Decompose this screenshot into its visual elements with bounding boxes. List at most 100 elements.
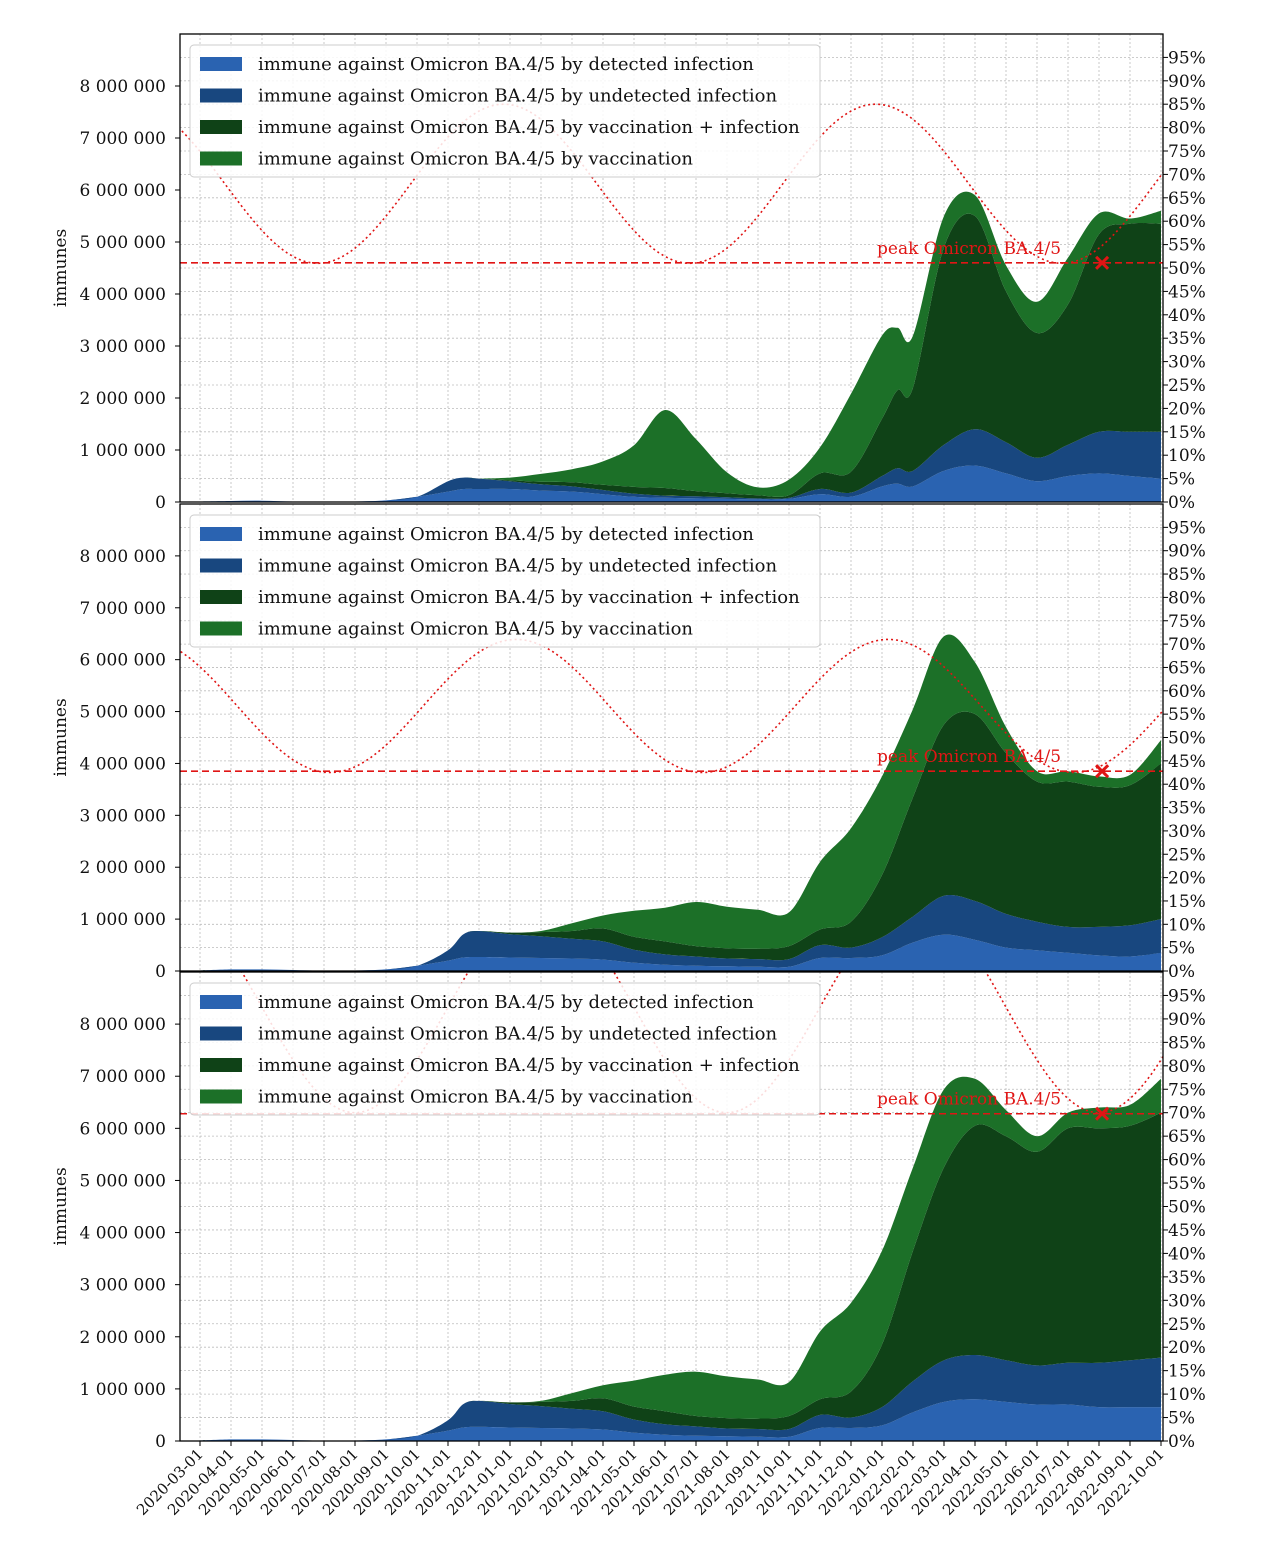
areas [200,191,1161,502]
y-tick-label: 2 000 000 [79,858,166,878]
peak-label: peak Omicron BA.4/5 [877,1090,1061,1110]
legend-swatch-3 [200,1058,242,1072]
y2-tick-label: 0% [1168,1432,1195,1452]
area-series-3 [200,711,1161,971]
y-tick-label: 7 000 000 [79,129,166,149]
legend-swatch-3 [200,590,242,604]
y2-tick-label: 30% [1168,1291,1206,1311]
area-series-1 [200,934,1161,971]
legend-label-3: immune against Omicron BA.4/5 by vaccina… [258,587,800,608]
y-tick-label: 1 000 000 [79,441,166,461]
y2-tick-label: 85% [1168,95,1206,115]
area-series-1 [200,465,1161,502]
y-tick-label: 2 000 000 [79,1328,166,1348]
y-tick-label: 0 [155,962,166,982]
y2-tick-label: 55% [1168,1174,1206,1194]
y-tick-label: 5 000 000 [79,703,166,723]
y2-tick-label: 60% [1168,1151,1206,1171]
y2-tick-label: 70% [1168,1104,1206,1124]
y2-tick-label: 65% [1168,189,1206,209]
y2-tick-label: 40% [1168,775,1206,795]
legend-swatch-2 [200,1026,242,1041]
legend-label-4: immune against Omicron BA.4/5 by vaccina… [258,149,693,170]
chart-panel-1: peak Omicron BA.4/5 0 1 000 000 2 000 000 3 … [51,33,1206,513]
y-tick-label: 8 000 000 [79,77,166,97]
peak-marker [1095,764,1110,779]
area-series-4 [200,634,1161,971]
y2-tick-label: 65% [1168,658,1206,678]
y-axis-label: immunes [51,698,71,776]
y2-tick-label: 45% [1168,282,1206,302]
y2-tick-label: 10% [1168,915,1206,935]
area-series-1 [200,1399,1161,1441]
y2-tick-label: 80% [1168,119,1206,139]
y2-tick-label: 85% [1168,565,1206,585]
y2-tick-label: 75% [1168,142,1206,162]
legend-swatch-2 [200,558,242,573]
y2-tick-label: 20% [1168,1338,1206,1358]
legend-box [189,44,821,178]
legend-label-2: immune against Omicron BA.4/5 by undetec… [258,1024,777,1045]
y-tick-label: 4 000 000 [79,1224,166,1244]
area-series-4 [200,191,1161,502]
legend-swatch-4 [200,151,242,166]
y2-tick-label: 45% [1168,752,1206,772]
y-tick-label: 3 000 000 [79,337,166,357]
y2-tick-label: 50% [1168,1198,1206,1218]
y-axis-label: immunes [51,229,71,307]
y2-tick-label: 55% [1168,236,1206,256]
legend-swatch-1 [200,995,242,1009]
y2-tick-label: 95% [1168,986,1206,1006]
y-tick-label: 7 000 000 [79,1067,166,1087]
y2-tick-label: 60% [1168,682,1206,702]
y-tick-label: 7 000 000 [79,599,166,619]
y2-tick-label: 80% [1168,588,1206,608]
y2-tick-label: 5% [1168,470,1195,490]
y2-tick-label: 55% [1168,705,1206,725]
y2-tick-label: 75% [1168,1080,1206,1100]
y2-tick-label: 20% [1168,869,1206,889]
y-tick-label: 1 000 000 [79,1380,166,1400]
y2-tick-label: 30% [1168,822,1206,842]
y2-tick-label: 85% [1168,1033,1206,1053]
legend-swatch-4 [200,1089,242,1104]
legend-label-1: immune against Omicron BA.4/5 by detecte… [258,54,754,75]
y-tick-label: 6 000 000 [79,181,166,201]
y-tick-label: 0 [155,1432,166,1452]
x-axis-ticks: 2020-03-012020-04-012020-05-012020-06-01… [133,1441,1168,1519]
legend-swatch-2 [200,88,242,103]
legend: immune against Omicron BA.4/5 by detecte… [189,982,821,1116]
y2-tick-label: 25% [1168,376,1206,396]
y2-tick-label: 70% [1168,635,1206,655]
y2-tick-label: 90% [1168,542,1206,562]
y2-tick-label: 15% [1168,423,1206,443]
y2-tick-label: 15% [1168,1362,1206,1382]
peak-marker [1095,255,1110,270]
y2-tick-label: 30% [1168,353,1206,373]
chart-panel-3: peak Omicron BA.4/5 0 1 000 000 2 000 000 3 … [51,971,1206,1452]
legend-label-2: immune against Omicron BA.4/5 by undetec… [258,86,777,107]
y2-tick-label: 40% [1168,1244,1206,1264]
y2-tick-label: 0% [1168,962,1195,982]
y-tick-label: 1 000 000 [79,910,166,930]
y2-tick-label: 20% [1168,399,1206,419]
legend-swatch-1 [200,57,242,71]
y2-tick-label: 70% [1168,165,1206,185]
y2-tick-label: 90% [1168,1010,1206,1030]
y-axis-label: immunes [51,1167,71,1245]
y2-tick-label: 45% [1168,1221,1206,1241]
area-series-4 [200,1076,1161,1441]
y2-tick-label: 5% [1168,1409,1195,1429]
area-series-2 [200,1355,1161,1441]
peak-marker [1095,1106,1110,1121]
legend-label-3: immune against Omicron BA.4/5 by vaccina… [258,1055,800,1076]
y-tick-label: 2 000 000 [79,389,166,409]
y2-tick-label: 40% [1168,306,1206,326]
seasonal-curve [180,103,1163,265]
y2-tick-label: 35% [1168,329,1206,349]
y-tick-label: 4 000 000 [79,285,166,305]
areas [200,634,1161,971]
y2-tick-label: 15% [1168,892,1206,912]
legend-box [189,982,821,1116]
peak-label: peak Omicron BA.4/5 [877,239,1061,259]
